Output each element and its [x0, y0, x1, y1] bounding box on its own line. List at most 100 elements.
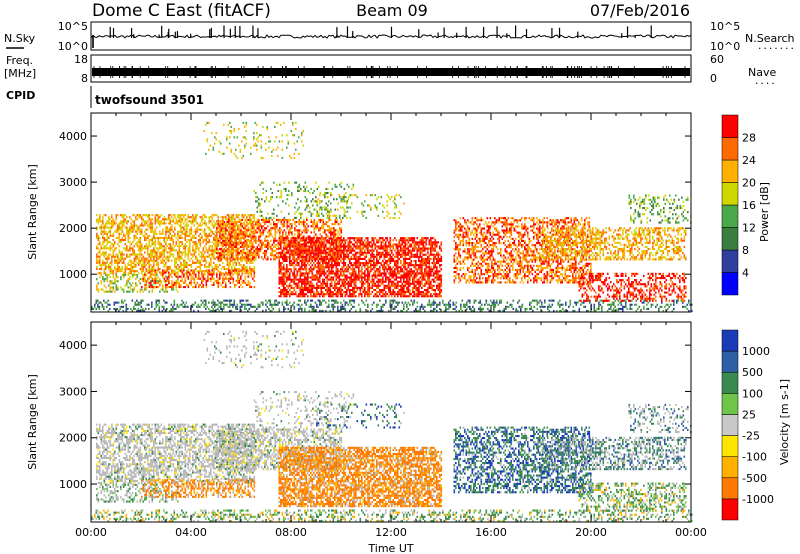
power-cell	[280, 210, 283, 213]
power-cell	[244, 275, 247, 278]
power-cell	[306, 223, 308, 226]
power-cell	[287, 249, 290, 252]
power-cell	[225, 243, 227, 246]
power-cell	[652, 303, 654, 306]
power-cell	[160, 214, 163, 217]
power-cell	[553, 299, 555, 302]
power-cell	[246, 248, 248, 251]
power-cell	[155, 305, 158, 308]
power-cell	[136, 257, 139, 260]
power-cell	[311, 305, 314, 308]
power-cell	[218, 301, 221, 304]
power-cell	[297, 185, 299, 188]
power-cell	[159, 253, 161, 256]
power-cell	[406, 309, 408, 312]
power-cell	[157, 299, 159, 302]
power-cell	[133, 288, 136, 291]
power-cell	[284, 295, 287, 298]
power-cell	[100, 245, 103, 248]
power-cell	[267, 243, 269, 246]
power-cell	[169, 243, 172, 246]
power-cell	[318, 227, 320, 230]
power-cell	[392, 299, 395, 302]
power-cell	[601, 307, 603, 310]
power-cell	[244, 265, 247, 268]
power-cell	[295, 284, 297, 287]
power-cell	[228, 269, 230, 272]
power-cell	[298, 212, 301, 215]
power-cell	[180, 275, 182, 278]
power-cell	[319, 309, 321, 312]
power-cell	[259, 248, 262, 251]
power-cell	[170, 307, 173, 310]
power-cell	[157, 220, 160, 223]
power-cell	[304, 187, 307, 190]
power-cell	[294, 216, 296, 219]
power-cell	[142, 270, 145, 273]
power-cell	[153, 230, 155, 233]
power-cell	[97, 234, 100, 237]
power-cell	[181, 236, 184, 239]
power-cell	[302, 295, 305, 298]
power-cell	[310, 253, 312, 256]
power-cell	[270, 227, 272, 230]
power-cell	[278, 272, 281, 275]
power-cell	[264, 218, 266, 221]
power-cell	[96, 218, 98, 221]
power-cell	[163, 305, 165, 308]
power-cell	[184, 245, 187, 248]
power-cell	[379, 309, 381, 312]
power-cell	[243, 227, 245, 230]
power-cell	[253, 232, 256, 235]
power-cell	[448, 303, 450, 306]
power-cell	[201, 286, 203, 289]
power-cell	[311, 249, 314, 252]
power-cell	[256, 123, 258, 126]
power-cell	[302, 144, 305, 147]
power-cell	[598, 303, 600, 306]
power-cell	[670, 303, 672, 306]
power-cell	[287, 237, 290, 240]
power-cell	[178, 247, 181, 250]
power-cell	[285, 218, 287, 221]
power-cell	[238, 241, 241, 244]
power-cell	[159, 268, 161, 271]
power-cell	[124, 247, 127, 250]
power-cell	[178, 268, 181, 271]
power-cell	[244, 303, 246, 306]
power-cell	[280, 291, 282, 294]
power-cell	[294, 229, 296, 232]
power-cell	[295, 241, 297, 244]
power-cell	[142, 265, 145, 268]
power-cell	[613, 303, 615, 306]
power-cell	[183, 251, 185, 254]
power-cell	[111, 259, 113, 262]
power-cell	[123, 261, 125, 264]
power-cell	[238, 270, 241, 273]
power-cell	[536, 299, 539, 302]
power-cell	[122, 309, 125, 312]
power-cell	[138, 247, 140, 250]
power-cell	[303, 218, 305, 221]
power-cell	[285, 231, 287, 234]
power-cell	[229, 269, 232, 272]
power-cell	[246, 234, 248, 237]
power-cell	[217, 230, 220, 233]
power-cell	[299, 289, 302, 292]
power-cell	[626, 307, 629, 310]
power-cell	[192, 216, 194, 219]
power-cell	[103, 272, 106, 275]
power-cell	[150, 228, 152, 231]
power-cell	[105, 278, 107, 281]
power-cell	[136, 224, 139, 227]
power-cell	[103, 290, 106, 293]
power-cell	[109, 270, 112, 273]
power-cell	[250, 223, 253, 226]
power-cell	[162, 275, 164, 278]
power-cell	[319, 254, 322, 257]
power-cell	[255, 239, 257, 242]
power-cell	[319, 303, 321, 306]
power-cell	[362, 301, 365, 304]
power-cell	[308, 284, 311, 287]
power-cell	[195, 220, 197, 223]
